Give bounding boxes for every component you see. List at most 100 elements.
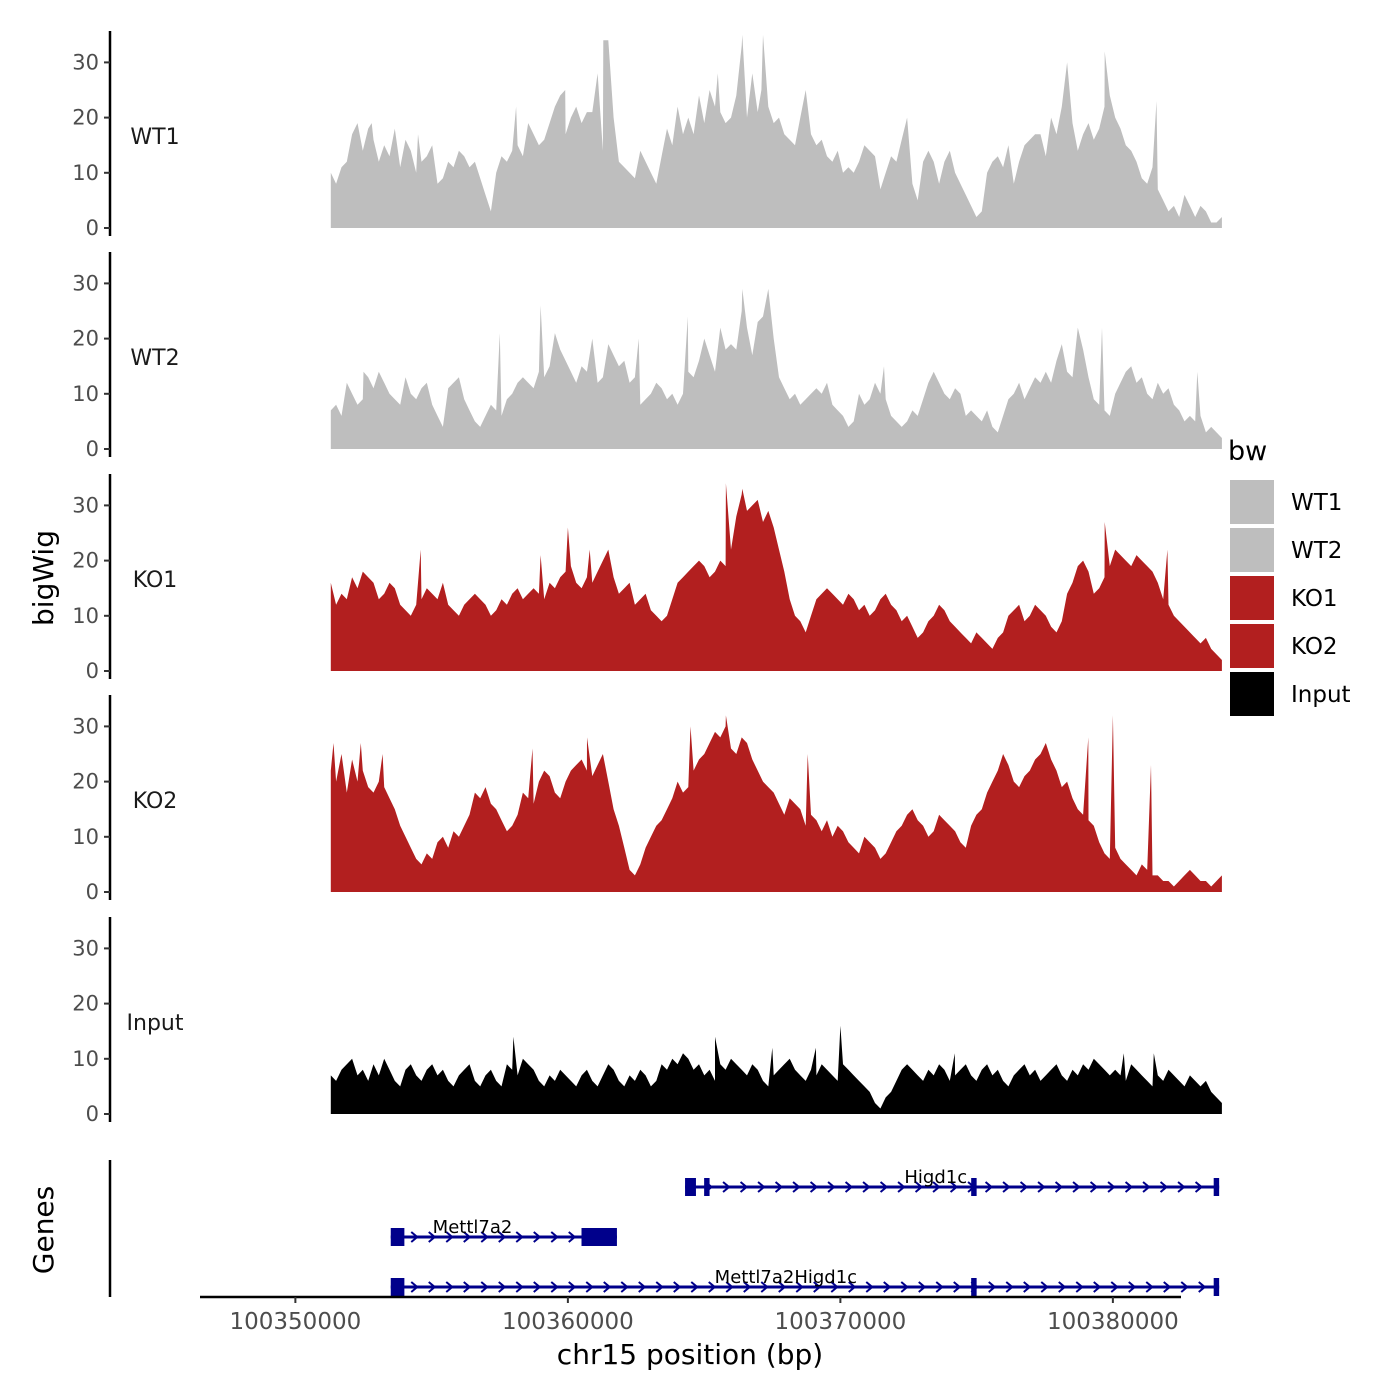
strand-chevron xyxy=(603,1281,612,1293)
legend-swatch xyxy=(1230,480,1274,524)
track-wt1: 0 10 20 30 WT1 xyxy=(72,31,1222,240)
y-tick-label: 20 xyxy=(72,106,99,130)
y-tick-label: 10 xyxy=(72,604,99,628)
y-tick-label: 10 xyxy=(72,161,99,185)
y-tick-label: 0 xyxy=(86,659,99,683)
x-tick-label: 100350000 xyxy=(230,1309,362,1335)
signal-area-ko1 xyxy=(330,483,1222,671)
strand-chevron xyxy=(515,1281,524,1293)
strand-chevron xyxy=(743,1281,752,1293)
strand-chevron xyxy=(1177,1181,1186,1193)
track-ko1: 0 10 20 30 KO1 xyxy=(72,474,1222,683)
legend-label: KO1 xyxy=(1291,586,1338,612)
y-tick-label: 20 xyxy=(72,549,99,573)
strand-chevron xyxy=(1089,1181,1099,1193)
track-ko2: 0 10 20 30 KO2 xyxy=(72,695,1222,904)
strand-chevron xyxy=(1023,1281,1032,1293)
strand-chevron xyxy=(1019,1181,1029,1193)
exon xyxy=(685,1178,696,1196)
y-tick-label: 30 xyxy=(72,714,99,738)
track-wt2: 0 10 20 30 WT2 xyxy=(72,252,1222,461)
y-tick-label: 30 xyxy=(72,50,99,74)
x-tick-label: 100370000 xyxy=(775,1309,907,1335)
strand-chevron xyxy=(949,1181,959,1193)
strand-chevron xyxy=(1005,1281,1014,1293)
strand-chevron xyxy=(445,1281,454,1293)
y-tick-label: 30 xyxy=(72,271,99,295)
strand-chevron xyxy=(428,1231,437,1243)
y-tick-label: 10 xyxy=(72,382,99,406)
strand-chevron xyxy=(550,1231,559,1243)
x-axis: 100350000 100360000 100370000 100380000 xyxy=(200,1295,1181,1335)
signal-area-wt1 xyxy=(330,34,1222,228)
strand-chevron xyxy=(900,1281,909,1293)
strand-chevron xyxy=(480,1281,489,1293)
legend-swatch xyxy=(1230,528,1274,572)
strand-chevron xyxy=(708,1281,717,1293)
gene-label: Higd1c xyxy=(904,1167,967,1188)
strand-chevron xyxy=(1107,1181,1116,1193)
strand-chevron xyxy=(1110,1281,1119,1293)
gene-label: Mettl7a2 xyxy=(433,1217,513,1238)
strand-chevron xyxy=(830,1281,839,1293)
strand-chevron xyxy=(1093,1281,1102,1293)
y-tick-label: 10 xyxy=(72,825,99,849)
strand-chevron xyxy=(410,1281,419,1293)
exon xyxy=(971,1278,977,1296)
strand-chevron xyxy=(568,1281,577,1293)
strand-chevron xyxy=(935,1281,944,1293)
track-label: Input xyxy=(127,1011,184,1036)
strand-chevron xyxy=(953,1281,962,1293)
y-tick-label: 10 xyxy=(72,1047,99,1071)
exon xyxy=(581,1228,617,1246)
track-input: 0 10 20 30 Input xyxy=(72,917,1222,1126)
strand-chevron xyxy=(722,1181,731,1193)
strand-chevron xyxy=(1040,1281,1049,1293)
strand-chevron xyxy=(827,1181,836,1193)
strand-chevron xyxy=(498,1281,507,1293)
strand-chevron xyxy=(533,1231,542,1243)
legend-entry-ko1: KO1 xyxy=(1230,576,1338,620)
strand-chevron xyxy=(1058,1281,1067,1293)
track-label: WT1 xyxy=(130,125,179,150)
strand-chevron xyxy=(655,1281,664,1293)
strand-chevron xyxy=(988,1281,997,1293)
strand-chevron xyxy=(498,1231,507,1243)
strand-chevron xyxy=(795,1281,804,1293)
strand-chevron xyxy=(932,1181,941,1193)
strand-chevron xyxy=(1142,1181,1151,1193)
strand-chevron xyxy=(918,1281,927,1293)
strand-chevron xyxy=(778,1281,787,1293)
strand-chevron xyxy=(848,1281,857,1293)
track-label: WT2 xyxy=(130,346,179,371)
signal-area-input xyxy=(330,1025,1222,1114)
strand-chevron xyxy=(1145,1281,1154,1293)
strand-chevron xyxy=(844,1181,854,1193)
gene-label: Mettl7a2Higd1c xyxy=(715,1267,857,1288)
y-tick-label: 0 xyxy=(86,437,99,461)
strand-chevron xyxy=(1002,1181,1011,1193)
x-tick-label: 100360000 xyxy=(502,1309,634,1335)
legend-swatch xyxy=(1230,576,1274,620)
y-axis-title: bigWig xyxy=(27,530,60,626)
y-tick-label: 30 xyxy=(72,493,99,517)
strand-chevron xyxy=(428,1281,437,1293)
y-tick-label: 0 xyxy=(86,1102,99,1126)
strand-chevron xyxy=(1198,1281,1207,1293)
y-tick-label: 20 xyxy=(72,770,99,794)
x-axis-title: chr15 position (bp) xyxy=(557,1338,823,1371)
strand-chevron xyxy=(673,1281,682,1293)
strand-chevron xyxy=(760,1281,769,1293)
strand-chevron xyxy=(1124,1181,1134,1193)
strand-chevron xyxy=(757,1181,766,1193)
legend: WT1 WT2 KO1 KO2 Input xyxy=(1230,480,1351,716)
strand-chevron xyxy=(914,1181,924,1193)
y-tick-label: 20 xyxy=(72,327,99,351)
strand-chevron xyxy=(620,1281,629,1293)
strand-chevron xyxy=(638,1281,647,1293)
legend-entry-wt1: WT1 xyxy=(1230,480,1342,524)
strand-chevron xyxy=(879,1181,889,1193)
genes-track: Higd1c Mettl7a2 Mettl7a2Higd1c xyxy=(108,1160,1220,1297)
legend-swatch xyxy=(1230,624,1274,668)
